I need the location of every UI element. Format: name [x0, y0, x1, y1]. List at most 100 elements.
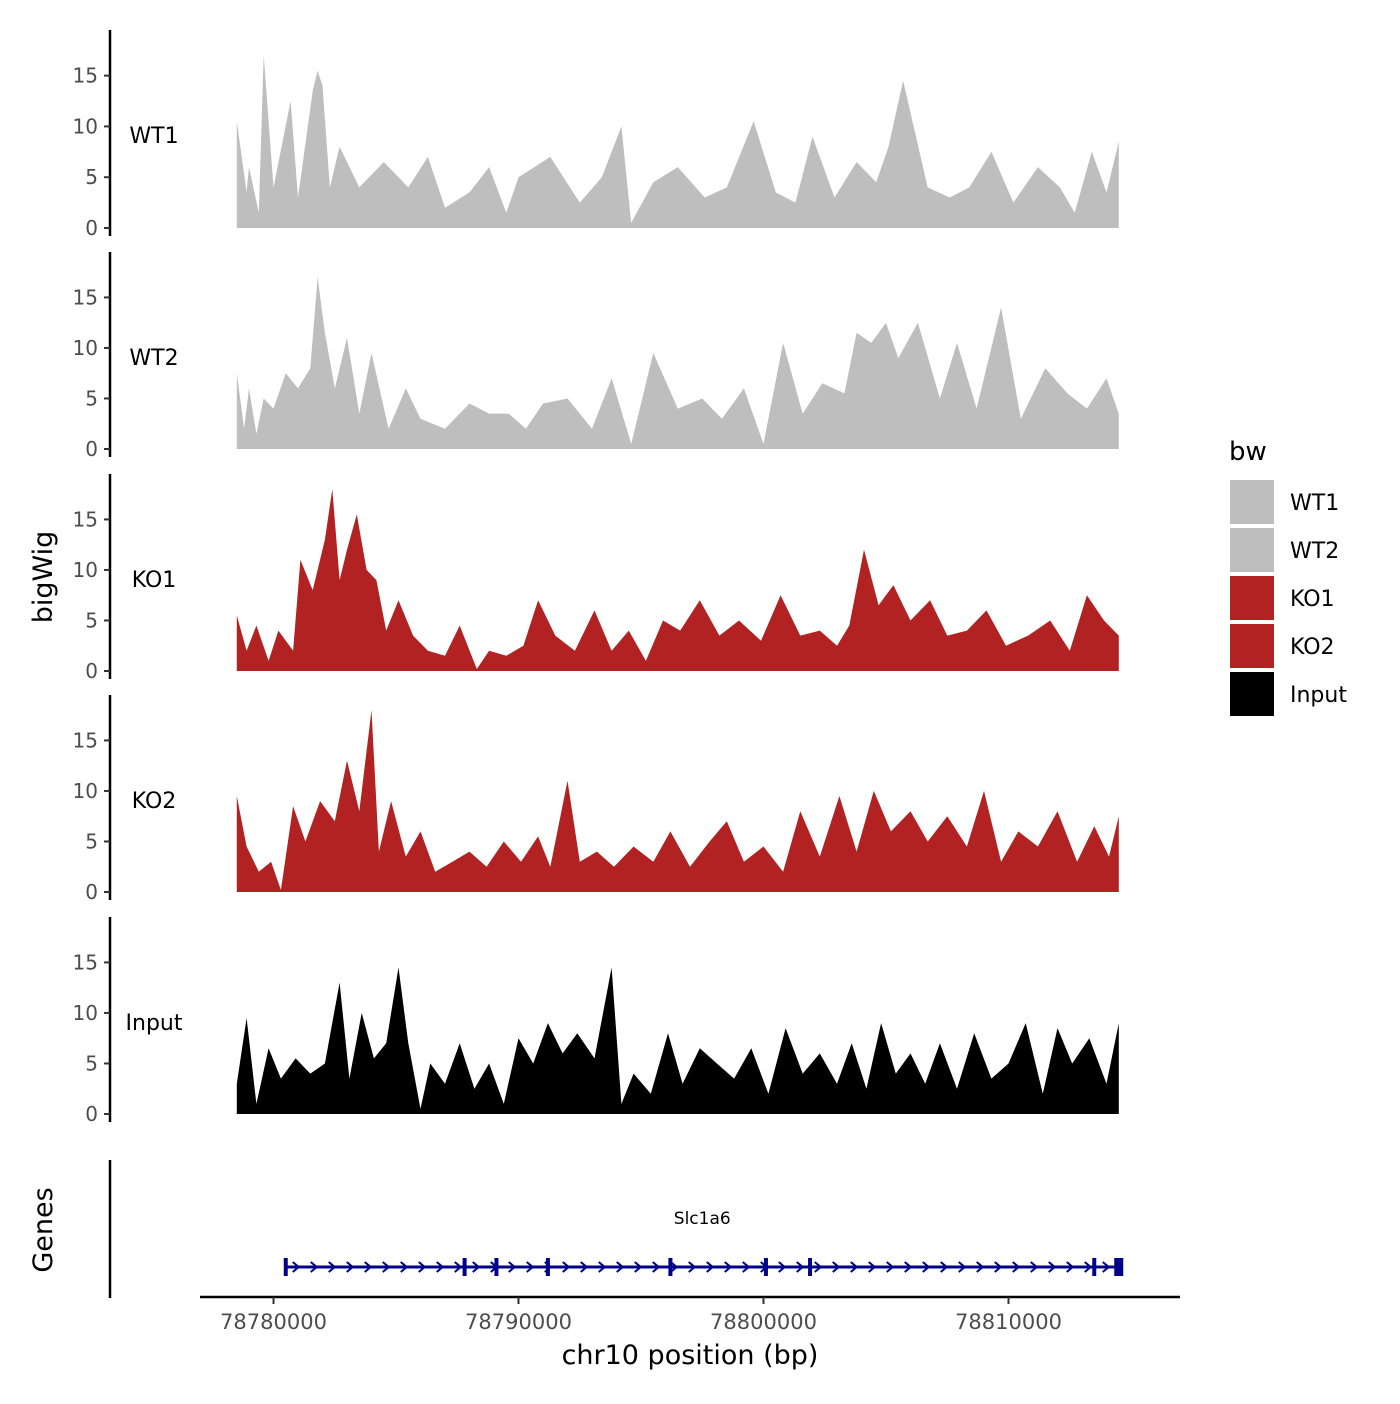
exon	[668, 1258, 673, 1276]
strand-arrow	[598, 1261, 607, 1273]
y-tick-label-input-5: 5	[85, 1051, 98, 1075]
strand-arrow	[742, 1261, 751, 1273]
legend-key-wt1	[1230, 480, 1274, 524]
area-input	[236, 967, 1119, 1114]
strand-arrow	[868, 1261, 877, 1273]
legend-key-ko2	[1230, 624, 1274, 668]
y-tick-label-ko1-0: 0	[85, 659, 98, 683]
exon	[545, 1258, 550, 1276]
strand-arrow	[832, 1261, 841, 1273]
y-tick-label-ko2-10: 10	[73, 779, 98, 803]
x-axis-title: chr10 position (bp)	[562, 1340, 819, 1371]
y-tick-label-ko1-10: 10	[73, 558, 98, 582]
track-label-ko2: KO2	[132, 789, 177, 814]
y-axis-title-genes: Genes	[28, 1187, 59, 1272]
y-tick-label-input-0: 0	[85, 1102, 98, 1126]
x-tick-label-78780000: 78780000	[220, 1310, 327, 1334]
y-tick-label-wt2-15: 15	[73, 285, 98, 309]
strand-arrow	[508, 1261, 517, 1273]
track-ko1: 0 5 10 15 KO1	[73, 474, 1119, 683]
strand-arrow	[472, 1261, 481, 1273]
exon	[494, 1258, 499, 1276]
exon	[763, 1258, 768, 1276]
strand-arrow	[724, 1261, 733, 1273]
strand-arrow	[922, 1261, 931, 1273]
strand-arrow	[994, 1261, 1003, 1273]
strand-arrow	[652, 1261, 661, 1273]
y-tick-label-ko2-0: 0	[85, 880, 98, 904]
area-ko2	[236, 710, 1119, 892]
strand-arrow	[310, 1261, 319, 1273]
y-tick-label-ko2-15: 15	[73, 728, 98, 752]
exon	[1092, 1258, 1097, 1276]
strand-arrow	[454, 1261, 463, 1273]
strand-arrow	[1102, 1261, 1111, 1273]
track-ko2: 0 5 10 15 KO2	[73, 695, 1119, 904]
strand-arrow	[1048, 1261, 1057, 1273]
y-tick-label-wt2-10: 10	[73, 336, 98, 360]
exon	[283, 1258, 288, 1276]
strand-arrow	[688, 1261, 697, 1273]
legend-label-input: Input	[1290, 683, 1347, 708]
genes-panel: Slc1a6	[108, 1160, 1124, 1298]
strand-arrow	[616, 1261, 625, 1273]
legend-title: bw	[1229, 437, 1267, 467]
strand-arrow	[292, 1261, 301, 1273]
strand-arrow	[580, 1261, 589, 1273]
exon	[462, 1258, 467, 1276]
legend-label-wt1: WT1	[1290, 491, 1339, 516]
area-ko1	[236, 489, 1119, 671]
strand-arrow	[1012, 1261, 1021, 1273]
legend: bw WT1 WT2 KO1 KO2 Input	[1229, 437, 1347, 716]
legend-key-wt2	[1230, 528, 1274, 572]
strand-arrow	[400, 1261, 409, 1273]
x-axis: 78780000 78790000 78800000 78810000	[200, 1295, 1180, 1334]
gene-label: Slc1a6	[674, 1209, 731, 1229]
area-wt1	[236, 55, 1119, 228]
legend-key-input	[1230, 672, 1274, 716]
strand-arrow	[1066, 1261, 1075, 1273]
y-tick-label-input-10: 10	[73, 1001, 98, 1025]
x-tick-label-78790000: 78790000	[465, 1310, 572, 1334]
strand-arrow	[364, 1261, 373, 1273]
y-axis-title-bigwig: bigWig	[28, 531, 59, 624]
exon	[1114, 1258, 1124, 1276]
strand-arrow	[670, 1261, 679, 1273]
y-tick-label-wt1-5: 5	[85, 165, 98, 189]
strand-arrow	[886, 1261, 895, 1273]
strand-arrow	[796, 1261, 805, 1273]
track-label-wt1: WT1	[129, 124, 178, 149]
y-tick-label-wt1-0: 0	[85, 216, 98, 240]
strand-arrow	[562, 1261, 571, 1273]
strand-arrow	[778, 1261, 787, 1273]
track-label-wt2: WT2	[129, 346, 178, 371]
legend-key-ko1	[1230, 576, 1274, 620]
track-label-input: Input	[126, 1011, 183, 1036]
strand-arrow	[634, 1261, 643, 1273]
track-label-ko1: KO1	[132, 568, 177, 593]
y-tick-label-ko2-5: 5	[85, 829, 98, 853]
x-tick-label-78810000: 78810000	[955, 1310, 1062, 1334]
strand-arrow	[418, 1261, 427, 1273]
y-tick-label-ko1-15: 15	[73, 507, 98, 531]
bigwig-tracks: 0 5 10 15 WT1 0 5 10 15 WT2 0 5 10 15 KO1 0 5 10 15 KO2 0 5 10…	[73, 30, 1119, 1126]
track-wt2: 0 5 10 15 WT2	[73, 252, 1119, 461]
strand-arrow	[958, 1261, 967, 1273]
y-tick-label-wt1-15: 15	[73, 64, 98, 88]
strand-arrow	[814, 1261, 823, 1273]
y-tick-label-wt1-10: 10	[73, 114, 98, 138]
x-tick-label-78800000: 78800000	[710, 1310, 817, 1334]
gene-slc1a6: Slc1a6	[283, 1209, 1124, 1276]
strand-arrow	[1084, 1261, 1093, 1273]
y-tick-label-ko1-5: 5	[85, 608, 98, 632]
strand-arrow	[976, 1261, 985, 1273]
strand-arrow	[940, 1261, 949, 1273]
strand-arrow	[706, 1261, 715, 1273]
track-input: 0 5 10 15 Input	[73, 917, 1119, 1126]
area-wt2	[236, 277, 1119, 449]
strand-arrow	[526, 1261, 535, 1273]
y-tick-label-wt2-0: 0	[85, 437, 98, 461]
strand-arrow	[328, 1261, 337, 1273]
